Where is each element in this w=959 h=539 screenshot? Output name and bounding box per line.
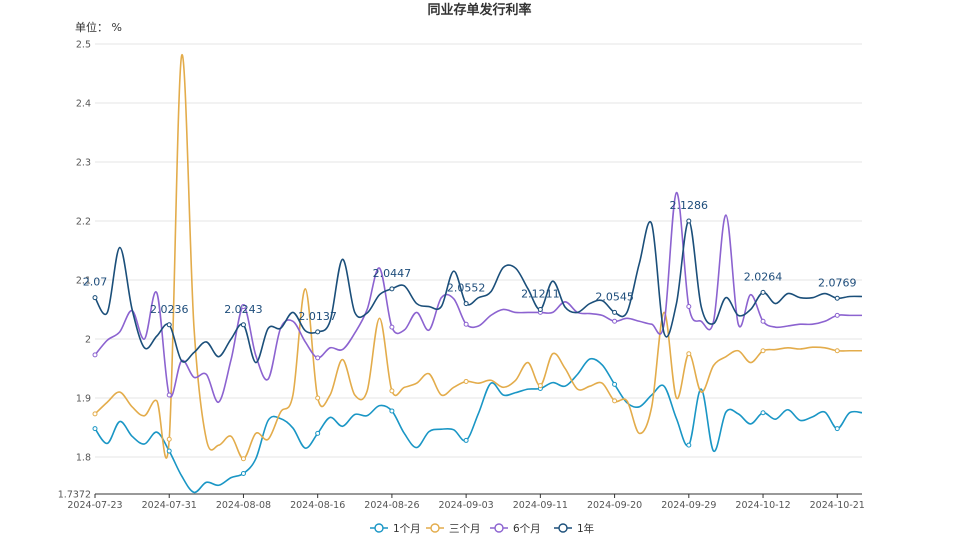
grid-lines bbox=[95, 43, 862, 495]
legend-item-2[interactable]: 6个月 bbox=[490, 523, 541, 535]
data-point bbox=[760, 348, 766, 354]
data-point bbox=[760, 289, 766, 295]
chart-title: 同业存单发行利率 bbox=[427, 2, 531, 18]
legend-item-1[interactable]: 三个月 bbox=[426, 523, 481, 535]
data-point bbox=[463, 378, 469, 384]
data-label: 2.0447 bbox=[373, 267, 412, 280]
y-tick-label: 1.7372 bbox=[58, 490, 91, 501]
data-point bbox=[686, 304, 692, 310]
data-point bbox=[834, 348, 840, 354]
data-point bbox=[240, 456, 246, 462]
series-lines bbox=[94, 54, 863, 494]
legend-label: 三个月 bbox=[449, 523, 481, 535]
legend-label: 1年 bbox=[577, 522, 594, 535]
data-point bbox=[389, 388, 395, 394]
x-axis: 2024-07-23 2024-07-31 2024-08-08 2024-08-16… bbox=[67, 493, 865, 511]
y-axis-ticks: 1.7372 1.8 1.9 2 2.1 2.2 2.3 2.4 2.5 bbox=[58, 40, 91, 501]
x-tick-label: 2024-07-23 bbox=[67, 500, 122, 511]
data-point bbox=[834, 312, 840, 318]
series-points bbox=[92, 218, 840, 476]
data-label: 2.0243 bbox=[224, 303, 263, 316]
y-tick-label: 2.4 bbox=[76, 98, 91, 109]
y-tick-label: 1.8 bbox=[76, 452, 91, 463]
data-labels: 2.07 2.0236 2.0243 2.0137 2.0447 2.0552 2.1211… bbox=[83, 199, 857, 323]
data-point bbox=[166, 448, 172, 454]
legend-item-0[interactable]: 1个月 bbox=[370, 523, 421, 535]
x-tick-label: 2024-08-26 bbox=[364, 500, 419, 511]
data-label: 2.0264 bbox=[744, 270, 783, 283]
data-point bbox=[240, 304, 246, 310]
x-tick-label: 2024-10-12 bbox=[735, 500, 790, 511]
data-point bbox=[760, 318, 766, 324]
x-tick-label: 2024-09-29 bbox=[661, 500, 716, 511]
legend-swatch-marker bbox=[494, 523, 504, 533]
data-point bbox=[686, 442, 692, 448]
series-line-0 bbox=[94, 357, 863, 494]
data-point bbox=[463, 437, 469, 443]
legend-item-3[interactable]: 1年 bbox=[554, 522, 594, 535]
data-label: 2.1211 bbox=[521, 287, 560, 300]
data-point bbox=[686, 218, 692, 224]
y-tick-label: 2 bbox=[85, 334, 91, 345]
series-line-2 bbox=[94, 191, 862, 403]
data-point bbox=[612, 381, 618, 387]
data-point bbox=[92, 426, 98, 432]
data-point bbox=[686, 351, 692, 357]
data-point bbox=[834, 426, 840, 432]
data-point bbox=[92, 295, 98, 301]
data-point bbox=[612, 398, 618, 404]
legend-label: 6个月 bbox=[513, 523, 541, 535]
data-point bbox=[92, 352, 98, 358]
unit-label: 单位： % bbox=[75, 20, 122, 34]
data-point bbox=[389, 408, 395, 414]
data-label: 2.0236 bbox=[150, 303, 189, 316]
x-tick-label: 2024-09-11 bbox=[513, 500, 568, 511]
data-point bbox=[612, 318, 618, 324]
data-point bbox=[92, 411, 98, 417]
data-label: 2.0137 bbox=[298, 310, 337, 323]
x-tick-label: 2024-08-08 bbox=[216, 500, 271, 511]
data-point bbox=[166, 322, 172, 328]
data-point bbox=[537, 383, 543, 389]
x-tick-label: 2024-10-21 bbox=[810, 500, 865, 511]
data-point bbox=[760, 410, 766, 416]
data-point bbox=[834, 295, 840, 301]
data-point bbox=[463, 301, 469, 307]
series-line-1 bbox=[94, 54, 862, 460]
legend[interactable]: 1个月 三个月 6个月 1年 bbox=[370, 522, 594, 535]
data-point bbox=[315, 430, 321, 436]
y-tick-label: 2.2 bbox=[76, 216, 91, 227]
data-point bbox=[315, 355, 321, 361]
data-label: 2.0545 bbox=[595, 290, 634, 303]
y-tick-label: 2.5 bbox=[76, 40, 91, 51]
data-point bbox=[315, 395, 321, 401]
legend-swatch-marker bbox=[374, 523, 384, 533]
x-tick-label: 2024-08-16 bbox=[290, 500, 345, 511]
data-point bbox=[166, 436, 172, 442]
series-line-3 bbox=[94, 220, 863, 364]
y-tick-label: 2.3 bbox=[76, 157, 91, 168]
data-point bbox=[463, 321, 469, 327]
data-point bbox=[166, 392, 172, 398]
legend-label: 1个月 bbox=[393, 523, 421, 535]
data-label: 2.07 bbox=[83, 276, 108, 289]
x-tick-label: 2024-09-20 bbox=[587, 500, 642, 511]
legend-swatch-marker bbox=[430, 523, 440, 533]
legend-swatch-marker bbox=[558, 523, 568, 533]
data-point bbox=[389, 324, 395, 330]
data-point bbox=[612, 309, 618, 315]
data-label: 2.0552 bbox=[447, 282, 486, 295]
data-label: 2.0769 bbox=[818, 276, 857, 289]
x-tick-label: 2024-09-03 bbox=[439, 500, 494, 511]
data-point bbox=[240, 470, 246, 476]
data-point bbox=[389, 286, 395, 292]
data-point bbox=[315, 329, 321, 335]
y-tick-label: 1.9 bbox=[76, 393, 91, 404]
data-point bbox=[240, 322, 246, 328]
y-tick-label: 2.1 bbox=[76, 275, 91, 286]
x-tick-label: 2024-07-31 bbox=[142, 500, 197, 511]
data-point bbox=[537, 306, 543, 312]
data-label: 2.1286 bbox=[670, 199, 709, 212]
